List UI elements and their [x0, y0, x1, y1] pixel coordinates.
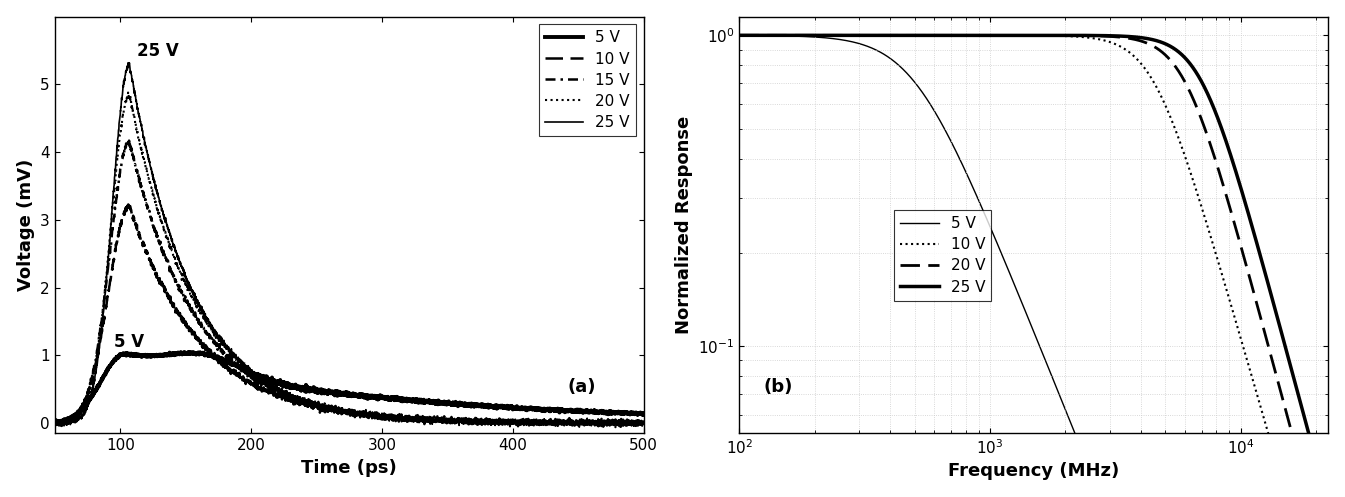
- Text: 25 V: 25 V: [137, 42, 179, 60]
- X-axis label: Frequency (MHz): Frequency (MHz): [948, 462, 1119, 480]
- Legend: 5 V, 10 V, 20 V, 25 V: 5 V, 10 V, 20 V, 25 V: [894, 210, 991, 301]
- Text: (a): (a): [568, 378, 596, 396]
- Legend: 5 V, 10 V, 15 V, 20 V, 25 V: 5 V, 10 V, 15 V, 20 V, 25 V: [539, 24, 636, 136]
- Y-axis label: Normalized Response: Normalized Response: [675, 116, 693, 334]
- Y-axis label: Voltage (mV): Voltage (mV): [16, 159, 35, 291]
- Text: (b): (b): [763, 378, 792, 396]
- Text: 5 V: 5 V: [114, 332, 144, 350]
- X-axis label: Time (ps): Time (ps): [301, 459, 397, 477]
